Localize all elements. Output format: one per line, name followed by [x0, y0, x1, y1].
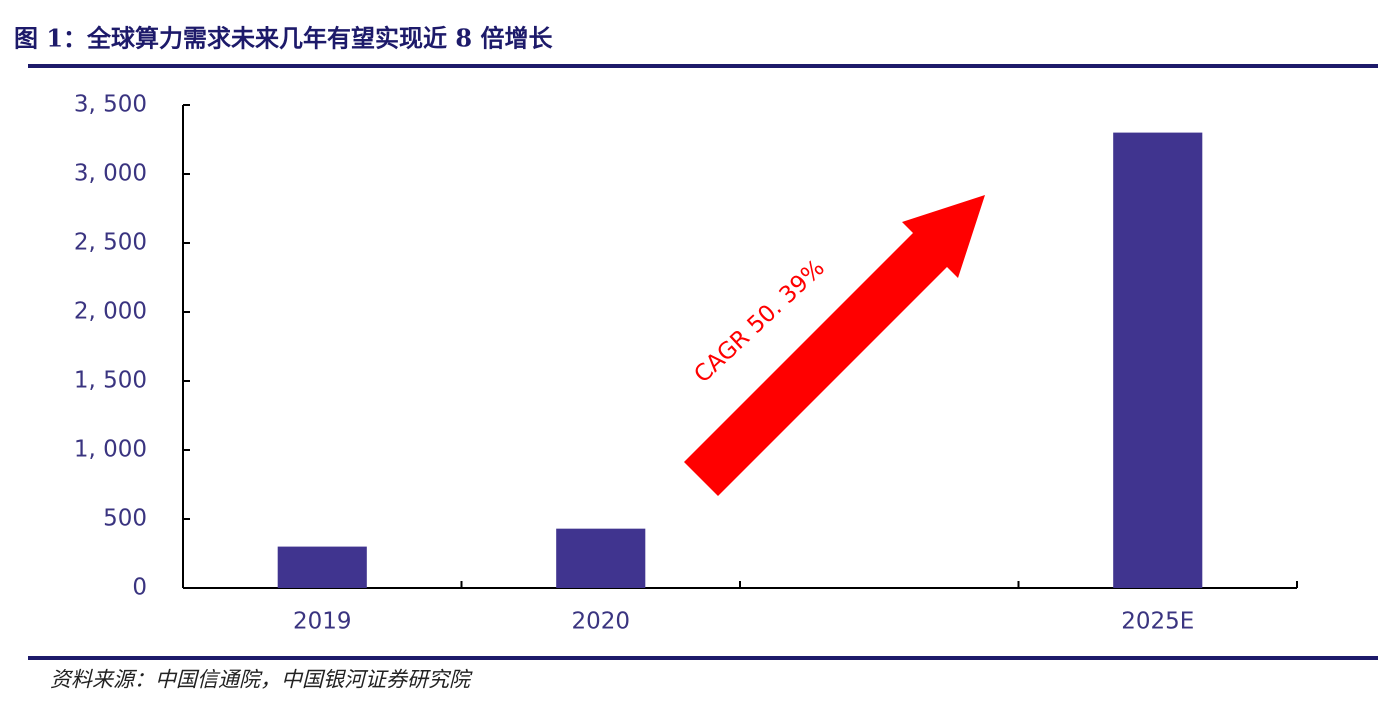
bar: [556, 528, 646, 588]
title-rule: [28, 64, 1378, 68]
x-tick-label: 2020: [571, 609, 630, 635]
y-tick-label: 3, 000: [74, 161, 147, 187]
y-tick-label: 1, 000: [74, 437, 147, 463]
y-tick-label: 2, 000: [74, 299, 147, 325]
x-tick-label: 2019: [293, 609, 352, 635]
source-rule: [28, 656, 1378, 660]
y-tick-label: 3, 500: [74, 92, 147, 118]
bar: [1113, 132, 1203, 588]
y-tick-label: 1, 500: [74, 368, 147, 394]
y-tick-label: 2, 500: [74, 230, 147, 256]
bar: [277, 546, 367, 588]
source-note: 资料来源：中国信通院，中国银河证券研究院: [50, 668, 473, 692]
x-tick-label: 2025E: [1121, 609, 1194, 635]
y-tick-label: 0: [132, 575, 147, 601]
growth-arrow: [684, 195, 985, 496]
chart-title: 图 1：全球算力需求未来几年有望实现近 8 倍增长: [14, 24, 553, 53]
y-tick-label: 500: [103, 506, 147, 532]
